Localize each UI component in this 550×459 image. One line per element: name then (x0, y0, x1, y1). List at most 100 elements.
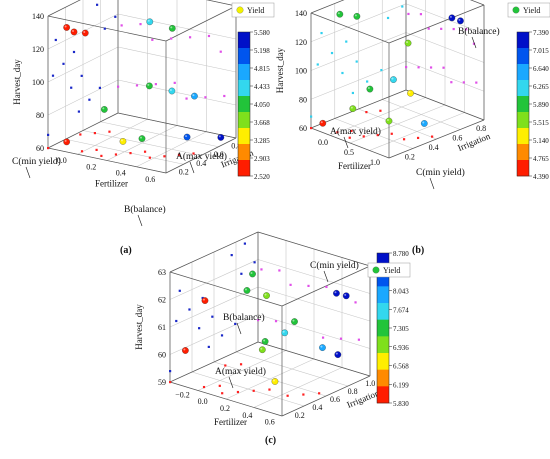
colorbar-tick-label: 2.903 (254, 155, 270, 163)
projection-point-left-wall (88, 98, 91, 101)
projection-point-left-wall (351, 91, 354, 95)
projection-point-back-wall (417, 66, 420, 69)
projection-point-left-wall (234, 322, 237, 325)
z-tick-label: 140 (295, 9, 307, 18)
box-edge (169, 341, 259, 383)
data-points (319, 10, 464, 127)
projection-point-left-wall (211, 315, 214, 318)
y-tick-label: 0.4 (312, 403, 322, 412)
data-point (407, 89, 414, 97)
data-point (182, 347, 189, 354)
colorbar-segment (517, 64, 529, 81)
projection-point-floor (148, 156, 151, 159)
x-tick-label: 1.0 (370, 158, 380, 167)
projection-point-left-wall (230, 254, 233, 257)
projection-point-back-wall (339, 337, 343, 340)
data-point (201, 297, 209, 304)
data-point (263, 292, 270, 299)
data-point (281, 329, 289, 337)
data-point (243, 287, 251, 294)
box-edge (47, 112, 119, 149)
projection-point-back-wall (154, 83, 157, 86)
legend-marker (236, 6, 244, 14)
z-tick-label: 59 (158, 378, 166, 387)
floor-grid-line (253, 367, 343, 408)
colorbar-tick-label: 7.015 (533, 47, 549, 55)
projection-point-left-wall (72, 50, 76, 54)
projection-point-left-wall (96, 3, 99, 6)
floor-grid-line (235, 351, 349, 387)
colorbar-tick-label: 6.265 (533, 83, 549, 91)
colorbar-segment (377, 369, 389, 387)
projection-point-floor (310, 127, 313, 130)
panel-b: 0.0 0.5 1.0 0.2 0.4 0.6 0.8 60 80 100 120 140 Fertil… (275, 0, 550, 256)
data-point-highlight (335, 352, 338, 355)
floor-grid-line (369, 112, 465, 151)
legend-label: Yield (383, 266, 400, 275)
projection-point-floor (390, 132, 393, 135)
data-point-highlight (218, 135, 221, 138)
floor-grid-line (136, 131, 207, 168)
data-point-highlight (354, 14, 357, 17)
colorbar-segment (238, 112, 250, 129)
annotation-label: C(min yield) (416, 167, 465, 178)
projection-point-left-wall (103, 27, 106, 30)
projection-point-back-wall (440, 27, 443, 30)
data-point-highlight (244, 288, 247, 291)
x-tick-label: 0.2 (220, 404, 230, 413)
x-tick-label: −0.2 (175, 390, 190, 399)
projection-point-back-wall (188, 36, 192, 39)
x-tick-label: 0.6 (145, 175, 155, 184)
floor-grid-line (82, 130, 202, 156)
y-tick-label: 0.4 (429, 143, 439, 152)
annotation-label: C(min yield) (12, 156, 61, 167)
colorbar-segment (238, 128, 250, 145)
data-point-highlight (147, 83, 150, 86)
data-point-highlight (422, 121, 425, 124)
data-point-highlight (192, 94, 195, 97)
x-axis-label: Fertilizer (95, 179, 128, 189)
projection-point-back-wall (475, 81, 478, 84)
data-point-highlight (102, 107, 105, 110)
data-point-highlight (263, 339, 266, 342)
data-point (342, 292, 350, 300)
annotation-arrow (25, 166, 31, 179)
colorbar-segment (377, 336, 389, 354)
panel-label: (c) (265, 435, 276, 446)
axis-walls (169, 231, 371, 417)
projection-point-back-wall (278, 269, 281, 272)
colorbar-segment (377, 319, 389, 337)
projection-point-floor (362, 135, 365, 138)
x-tick-label: 0.6 (265, 418, 275, 427)
projection-point-floor (318, 392, 321, 395)
floor-grid-line (100, 121, 219, 148)
data-point (70, 28, 78, 36)
z-tick-label: 100 (32, 78, 44, 87)
colorbar-segment (238, 80, 250, 97)
data-point-highlight (250, 271, 253, 274)
projection-point-left-wall (178, 289, 181, 292)
data-point (448, 14, 456, 22)
data-points (182, 270, 350, 385)
projection-point-back-wall (450, 81, 453, 84)
panel-label: (b) (412, 245, 424, 256)
annotation-arrow (343, 136, 349, 149)
projection-point-floor (163, 155, 166, 158)
colorbar-tick-label: 7.390 (533, 29, 549, 37)
data-point (119, 138, 127, 145)
colorbar-tick-label: 6.568 (393, 363, 409, 371)
projection-point-floor (402, 138, 406, 141)
projection-point-left-wall (175, 319, 178, 323)
colorbar-segment (238, 160, 250, 177)
projection-point-left-wall (310, 115, 313, 118)
projection-point-back-wall (442, 66, 445, 69)
projection-point-back-wall (321, 336, 325, 339)
colorbar-tick-label: 4.050 (254, 101, 270, 109)
projection-point-back-wall (260, 268, 263, 271)
data-point (249, 270, 256, 278)
data-point (457, 17, 464, 25)
colorbar-tick-label: 8.043 (393, 288, 409, 296)
colorbar-tick-label: 3.285 (254, 137, 270, 145)
box-edge (257, 231, 371, 267)
data-point (183, 133, 191, 141)
